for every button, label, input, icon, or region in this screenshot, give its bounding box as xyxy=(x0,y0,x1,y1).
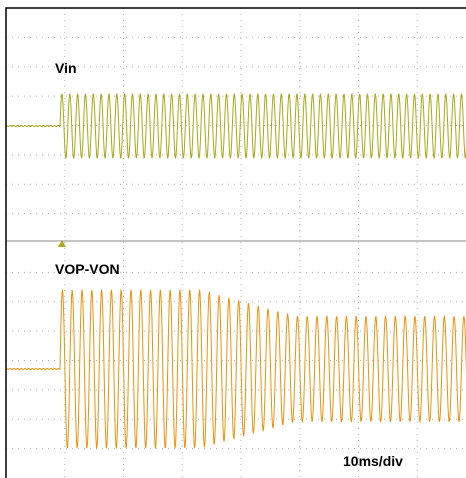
channel-label-vin: Vin xyxy=(55,60,77,76)
trigger-marker-icon xyxy=(58,240,66,247)
time-base-label: 10ms/div xyxy=(343,453,403,469)
channel-label-vop-von: VOP-VON xyxy=(55,261,120,277)
vop-von-trace xyxy=(5,288,466,450)
vin-trace xyxy=(5,93,466,159)
screen-frame xyxy=(5,7,466,478)
